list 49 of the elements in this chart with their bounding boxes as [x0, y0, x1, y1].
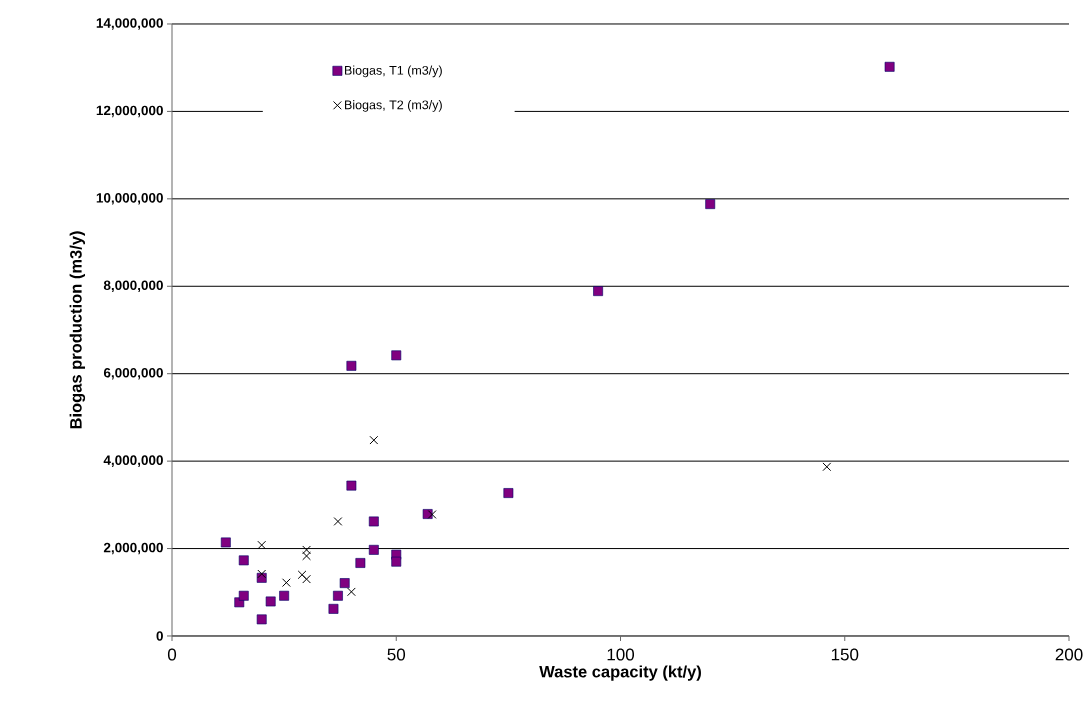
y-tick-label: 0 [156, 631, 163, 641]
point [368, 544, 379, 555]
point [220, 537, 231, 548]
point [238, 555, 249, 566]
y-tick-label: 4,000,000 [103, 455, 163, 467]
point [257, 569, 267, 579]
y-tick-label: 14,000,000 [96, 18, 163, 30]
x-axis-title: Waste capacity (kt/y) [539, 665, 701, 681]
point [391, 556, 402, 567]
point [279, 590, 290, 601]
point [822, 462, 832, 472]
y-tick-label: 12,000,000 [96, 105, 163, 118]
point [503, 488, 514, 498]
y-axis-title: Biogas production (m3/y) [69, 231, 86, 429]
x-tick-label: 0 [167, 648, 177, 661]
point [265, 596, 276, 607]
y-tick-label: 10,000,000 [96, 193, 163, 205]
point [302, 574, 311, 584]
point [257, 540, 267, 550]
point [593, 286, 603, 296]
x-tick-label: 200 [1055, 648, 1083, 661]
point [297, 570, 307, 580]
point [391, 350, 402, 361]
point [369, 435, 379, 445]
point [238, 590, 249, 601]
point [302, 551, 311, 561]
point [427, 510, 437, 519]
legend-label: Biogas, T1 (m3/y) [345, 65, 442, 78]
legend-label: Biogas, T2 (m3/y) [345, 100, 442, 112]
point [346, 480, 357, 491]
y-tick-label: 6,000,000 [103, 367, 163, 380]
point [281, 578, 291, 588]
point [368, 516, 379, 527]
x-tick-label: 100 [607, 648, 635, 661]
point [355, 558, 366, 568]
y-tick-label: 8,000,000 [103, 280, 163, 293]
point [302, 545, 311, 555]
point [705, 199, 716, 209]
point [328, 603, 339, 614]
point [333, 590, 343, 601]
point [884, 61, 895, 72]
y-tick-label: 2,000,000 [103, 542, 163, 555]
x-tick-label: 50 [387, 648, 406, 661]
x-tick-label: 150 [831, 648, 859, 661]
point [339, 578, 350, 588]
point [346, 360, 357, 371]
point [256, 614, 267, 625]
point [347, 587, 356, 597]
point [333, 517, 343, 526]
